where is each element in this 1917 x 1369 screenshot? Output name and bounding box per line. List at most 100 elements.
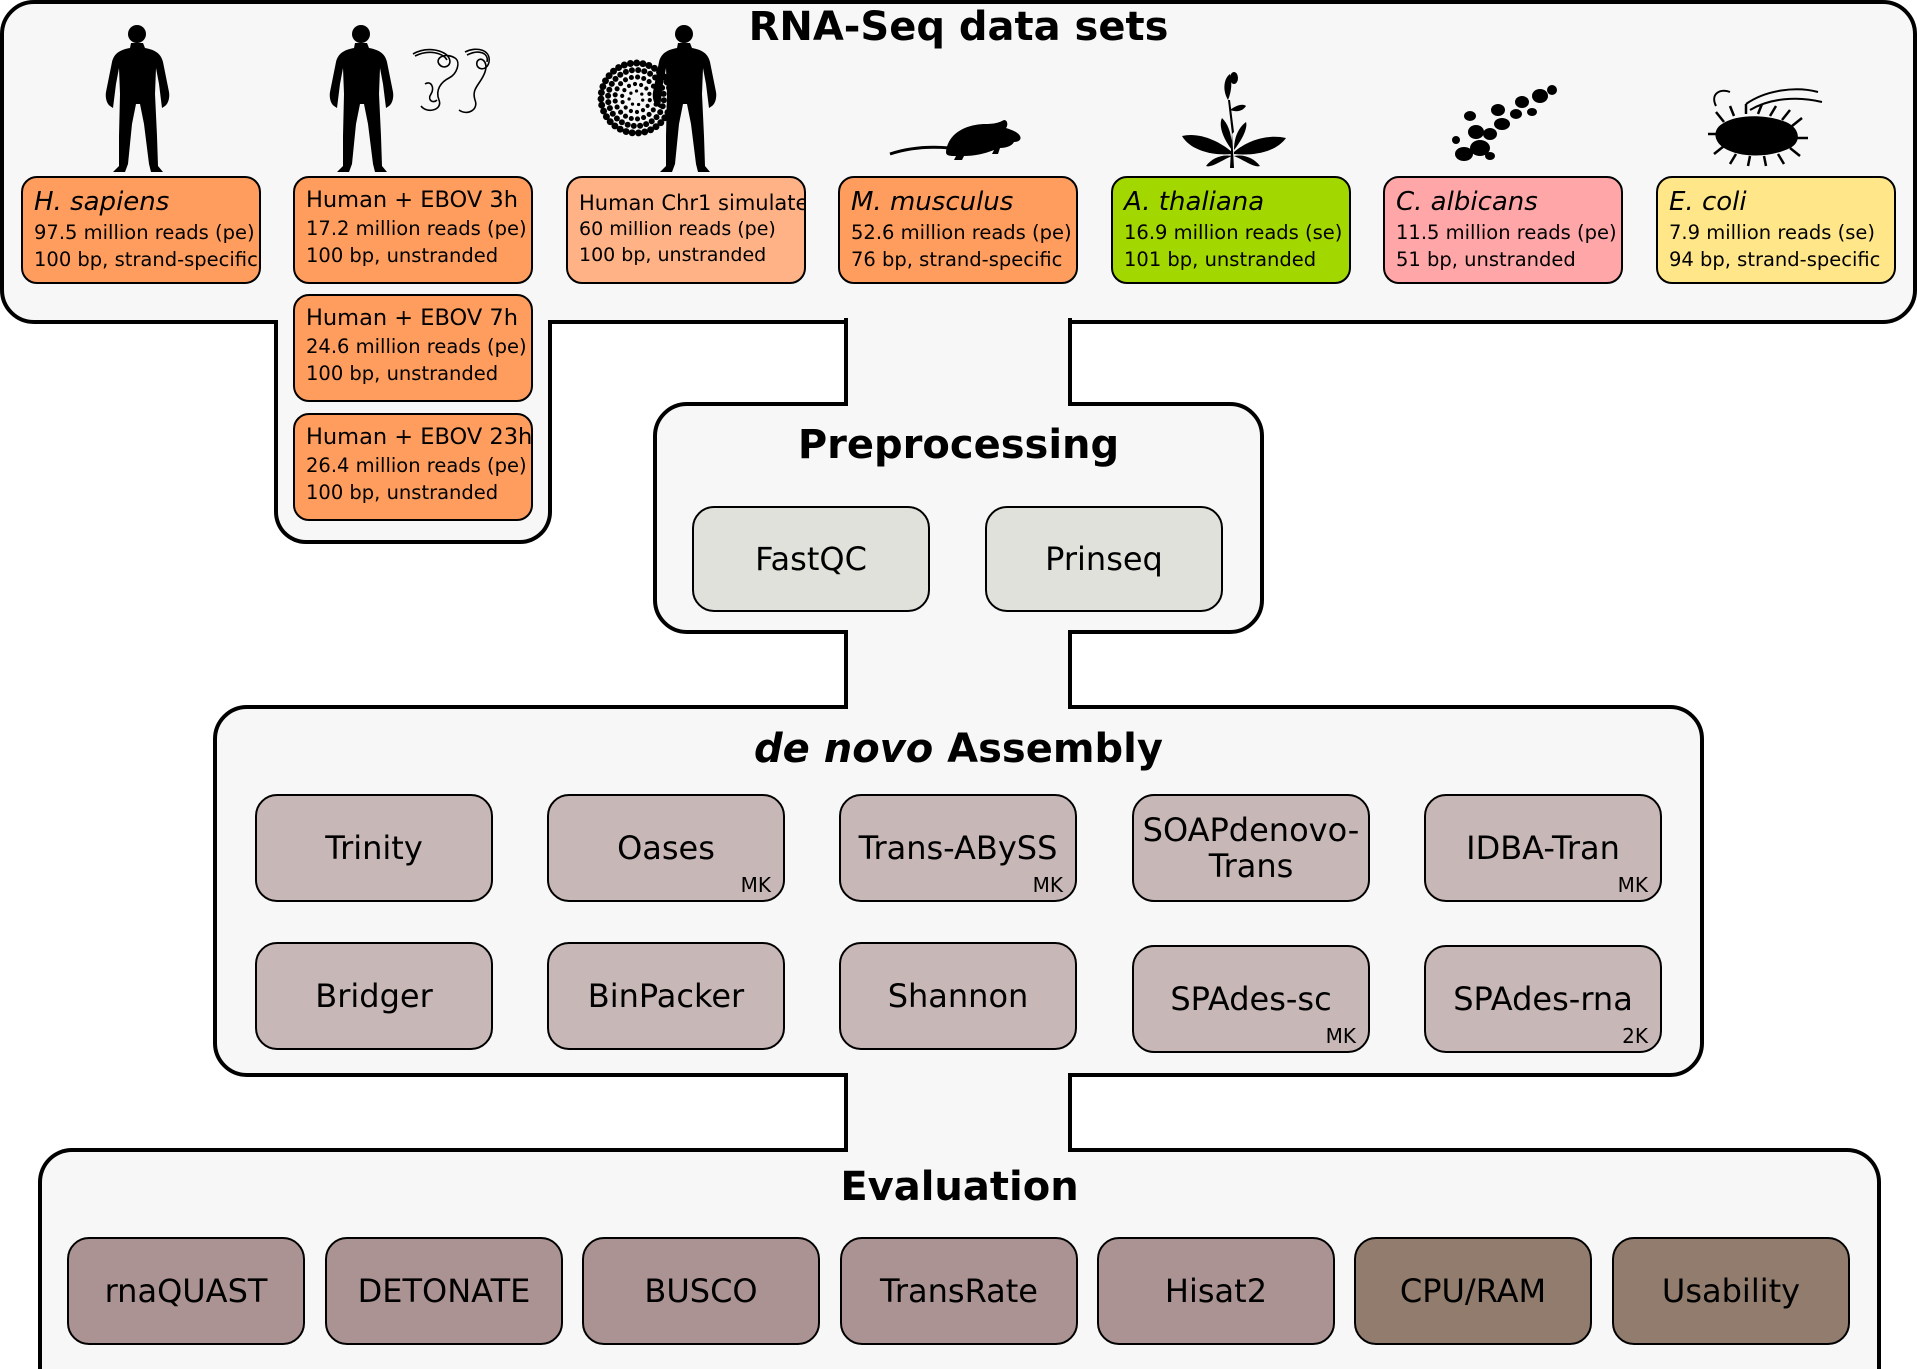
pattern-dot <box>599 83 607 91</box>
pattern-dot <box>647 98 652 103</box>
pattern-dot <box>636 102 641 107</box>
assembly-title: de novo Assembly <box>754 726 1163 772</box>
pattern-dot <box>623 105 628 110</box>
prinseq-tool[interactable]: Prinseq <box>985 506 1223 612</box>
pattern-dot <box>640 92 644 96</box>
pattern-dot <box>624 121 631 128</box>
bridger-tool[interactable]: Bridger <box>255 942 493 1050</box>
two-kmer-tag: 2K <box>1622 1024 1648 1048</box>
dataset-a-thaliana[interactable]: A. thaliana 16.9 million reads (se) 101 … <box>1111 176 1351 284</box>
pattern-dot <box>622 113 629 119</box>
pattern-dot <box>646 111 652 117</box>
pattern-dot <box>635 129 642 137</box>
pattern-dot <box>634 116 641 122</box>
pattern-dot <box>600 107 608 115</box>
pattern-dot <box>622 128 630 136</box>
dataset-m-musculus[interactable]: M. musculus 52.6 million reads (pe) 76 b… <box>838 176 1078 284</box>
pattern-dot <box>614 104 620 110</box>
dataset-h-sapiens[interactable]: H. sapiens 97.5 million reads (pe) 100 b… <box>21 176 261 284</box>
pattern-dot <box>635 67 642 74</box>
pattern-dot <box>620 100 625 105</box>
pattern-dot <box>605 92 612 99</box>
usability-tool[interactable]: Usability <box>1612 1237 1850 1345</box>
pattern-dot <box>647 126 655 134</box>
pattern-dot <box>641 75 647 82</box>
fastqc-tool[interactable]: FastQC <box>692 506 930 612</box>
shannon-tool[interactable]: Shannon <box>839 942 1077 1050</box>
pattern-dot <box>637 122 644 129</box>
multi-kmer-tag: MK <box>740 873 771 897</box>
pattern-dot <box>605 99 612 106</box>
evaluation-title: Evaluation <box>840 1164 1079 1210</box>
dataset-human-ebov-23h[interactable]: Human + EBOV 23h 26.4 million reads (pe)… <box>293 413 533 521</box>
pattern-dot <box>639 60 647 68</box>
pattern-dot <box>647 70 654 77</box>
trinity-tool[interactable]: Trinity <box>255 794 493 902</box>
pattern-dot <box>612 98 618 104</box>
ecoli-bacterium-icon <box>1708 88 1823 167</box>
pattern-dot <box>606 86 613 93</box>
pattern-dot <box>653 114 660 121</box>
pattern-dot <box>602 113 610 121</box>
pattern-dot <box>659 103 666 110</box>
pattern-dot <box>622 68 629 75</box>
cpu-ram-tool[interactable]: CPU/RAM <box>1354 1237 1592 1345</box>
mouse-icon <box>889 120 1021 160</box>
hisat2-tool[interactable]: Hisat2 <box>1097 1237 1335 1345</box>
connector-assembly-evaluation <box>844 1073 1072 1153</box>
pattern-dot <box>628 115 634 122</box>
pattern-dot <box>610 67 617 75</box>
human-icon <box>652 25 717 172</box>
pattern-dot <box>660 97 667 104</box>
spades-rna-tool[interactable]: SPAdes-rna 2K <box>1424 945 1662 1053</box>
dataset-human-ebov-3h[interactable]: Human + EBOV 3h 17.2 million reads (pe) … <box>293 176 533 284</box>
spades-sc-tool[interactable]: SPAdes-sc MK <box>1132 945 1370 1053</box>
pattern-dot <box>606 105 613 112</box>
pattern-dot <box>618 81 624 87</box>
human-icon <box>329 25 394 172</box>
idba-tran-tool[interactable]: IDBA-Tran MK <box>1424 794 1662 902</box>
pattern-dot <box>639 82 644 88</box>
pattern-dot <box>609 110 616 117</box>
pattern-dot <box>611 122 619 130</box>
detonate-tool[interactable]: DETONATE <box>325 1237 563 1345</box>
pattern-dot <box>597 89 605 97</box>
dataset-human-ebov-7h[interactable]: Human + EBOV 7h 24.6 million reads (pe) … <box>293 294 533 402</box>
pattern-dot <box>612 92 618 98</box>
pattern-dot <box>645 103 650 108</box>
pattern-dot <box>620 93 625 98</box>
pattern-dot <box>614 86 620 92</box>
rnaquast-tool[interactable]: rnaQUAST <box>67 1237 305 1345</box>
transrate-tool[interactable]: TransRate <box>840 1237 1078 1345</box>
trans-abyss-tool[interactable]: Trans-ABySS MK <box>839 794 1077 902</box>
pattern-dot <box>626 60 634 67</box>
pattern-dot <box>618 109 624 115</box>
ebola-virus-icon <box>412 48 490 114</box>
candida-yeast-icon <box>1452 85 1557 161</box>
preprocessing-title: Preprocessing <box>797 422 1120 468</box>
dataset-human-chr1-simulated[interactable]: Human Chr1 simulated 60 million reads (p… <box>566 176 806 284</box>
pattern-dot <box>606 118 614 126</box>
pattern-dot <box>650 107 656 113</box>
pattern-dot <box>627 97 631 101</box>
pattern-dot <box>630 102 635 106</box>
pattern-dot <box>617 71 624 78</box>
pattern-dot <box>641 115 647 121</box>
pattern-dot <box>605 72 613 80</box>
pattern-dot <box>648 118 655 125</box>
pattern-dot <box>644 86 649 91</box>
connector-datasets-preprocessing <box>844 318 1072 408</box>
pattern-dot <box>660 90 667 97</box>
busco-tool[interactable]: BUSCO <box>582 1237 820 1345</box>
soapdenovo-trans-tool[interactable]: SOAPdenovo- Trans <box>1132 794 1370 902</box>
oases-tool[interactable]: Oases MK <box>547 794 785 902</box>
pattern-dot <box>622 88 627 93</box>
pattern-dot <box>640 108 646 113</box>
dataset-c-albicans[interactable]: C. albicans 11.5 million reads (pe) 51 b… <box>1383 176 1623 284</box>
binpacker-tool[interactable]: BinPacker <box>547 942 785 1050</box>
pattern-dot <box>628 67 635 74</box>
pattern-dot <box>634 89 639 93</box>
pattern-dot <box>608 80 615 87</box>
pattern-dot <box>628 74 634 81</box>
dataset-e-coli[interactable]: E. coli 7.9 million reads (se) 94 bp, st… <box>1656 176 1896 284</box>
